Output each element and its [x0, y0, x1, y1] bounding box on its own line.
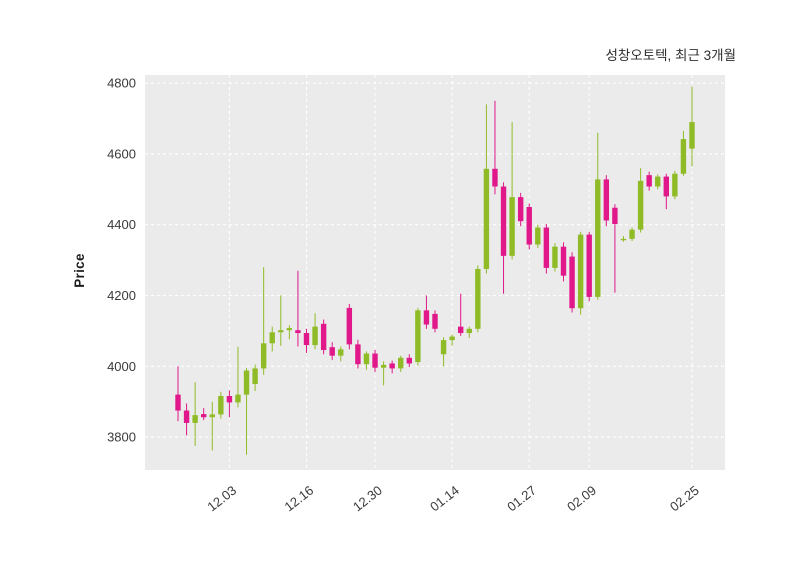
candle	[483, 104, 490, 274]
candle	[449, 334, 455, 346]
candle	[338, 346, 344, 362]
candle	[680, 130, 687, 176]
candle	[278, 295, 284, 346]
candle	[552, 243, 558, 272]
candle	[175, 366, 181, 422]
candle	[517, 192, 524, 227]
candle	[423, 295, 430, 329]
candle	[637, 168, 644, 233]
candle	[475, 265, 481, 333]
y-tick-label: 4200	[107, 288, 136, 303]
y-axis-label: Price	[71, 253, 87, 288]
candle	[500, 182, 507, 294]
candle	[603, 175, 610, 227]
candle	[415, 307, 421, 366]
candle	[226, 390, 233, 418]
candle	[269, 326, 275, 352]
candle	[509, 122, 515, 260]
x-tick-label: 02.09	[564, 483, 599, 515]
candle	[235, 346, 241, 408]
candle	[646, 171, 652, 191]
candle	[312, 313, 318, 350]
y-tick-label: 4600	[107, 146, 136, 161]
candle	[466, 326, 472, 338]
candle	[329, 342, 335, 360]
x-tick-label: 01.14	[427, 483, 462, 515]
y-tick-label: 4800	[107, 76, 136, 91]
candle	[295, 270, 301, 347]
candle	[303, 328, 310, 353]
candle	[458, 293, 464, 336]
candle	[492, 100, 498, 195]
candle	[586, 231, 592, 302]
candle	[535, 224, 541, 249]
plot-area	[145, 75, 725, 470]
candle	[663, 173, 669, 210]
candle	[595, 132, 601, 300]
y-tick-label: 4000	[107, 359, 136, 374]
x-tick-label: 02.25	[667, 483, 702, 515]
candle	[243, 368, 250, 455]
candle	[560, 242, 567, 282]
candle	[672, 170, 678, 200]
candle	[440, 337, 447, 367]
candle	[218, 391, 224, 419]
candle	[689, 86, 695, 167]
candle	[569, 252, 575, 313]
candle	[286, 325, 293, 340]
candle	[432, 310, 438, 333]
gridlines	[145, 75, 725, 470]
candle	[192, 382, 198, 446]
x-tick-label: 12.30	[350, 483, 385, 515]
candle	[209, 401, 215, 451]
x-tick-label: 12.03	[204, 483, 239, 515]
candle	[577, 231, 584, 315]
candle	[612, 204, 618, 293]
candle	[252, 364, 258, 392]
candle	[543, 224, 550, 274]
candle	[655, 174, 661, 190]
candle	[320, 319, 327, 355]
candles	[175, 86, 695, 455]
candle	[260, 267, 267, 375]
candle	[629, 227, 635, 241]
candle	[620, 236, 627, 242]
chart-title: 성창오토텍, 최근 3개월	[605, 48, 736, 63]
candle	[398, 355, 404, 372]
candle	[526, 203, 532, 250]
candle	[389, 360, 395, 374]
candle	[363, 351, 370, 370]
candle	[346, 304, 353, 350]
y-tick-label: 3800	[107, 430, 136, 445]
x-tick-label: 12.16	[281, 483, 316, 515]
candle	[201, 408, 207, 421]
candle	[183, 403, 190, 436]
candle	[380, 361, 387, 386]
candle	[372, 350, 378, 372]
x-tick-label: 01.27	[504, 483, 539, 515]
candle	[355, 339, 361, 369]
y-tick-label: 4400	[107, 217, 136, 232]
candle	[406, 354, 412, 368]
